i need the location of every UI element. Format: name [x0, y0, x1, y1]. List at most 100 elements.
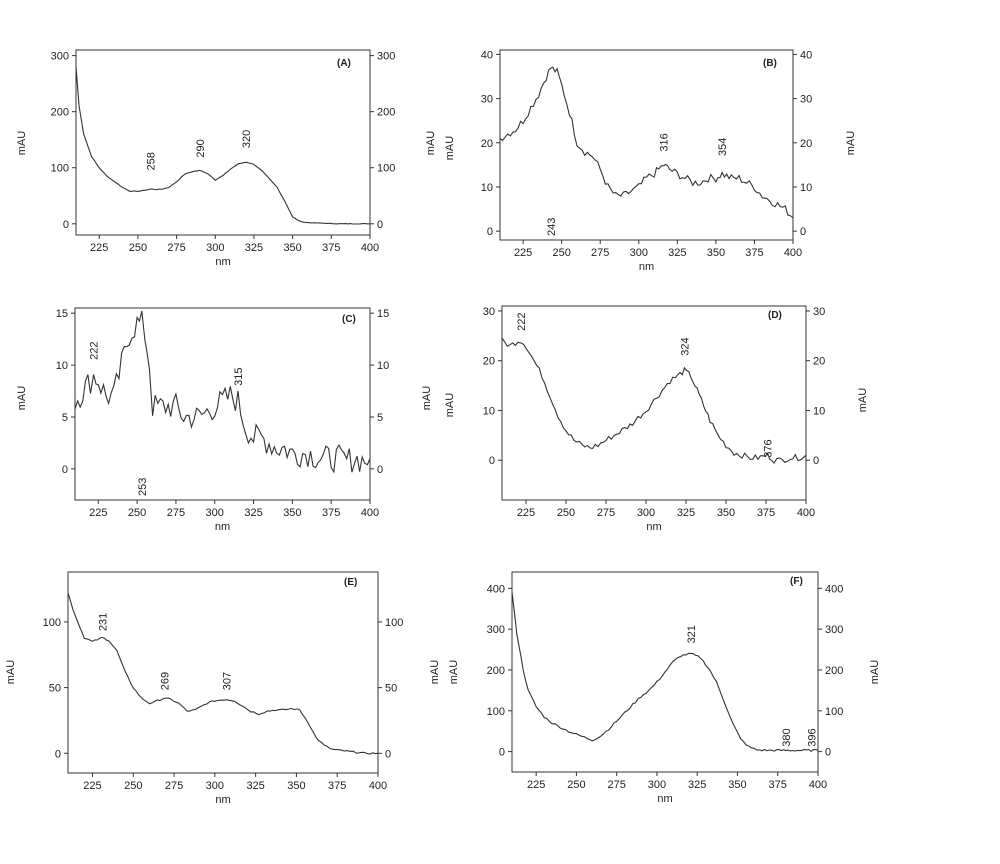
y-tick-label-left: 40: [481, 49, 493, 61]
y-tick-label-left: 10: [483, 405, 495, 417]
y-tick-label-left: 30: [483, 306, 495, 318]
y-tick-label-right: 0: [377, 464, 383, 476]
peak-label: 243: [546, 218, 558, 236]
chart-panel-a: 225 250 275 300 325 350 375 400 0 0 100 100 200 200 30…: [16, 49, 437, 268]
x-tick-label: 300: [206, 780, 224, 792]
chart-panel-f: 225 250 275 300 325 350 375 400 0 0 100 100 200 200 30…: [448, 571, 881, 805]
peak-label: 396: [807, 728, 819, 746]
x-tick-label: 325: [246, 780, 264, 792]
x-tick-label: 325: [688, 779, 706, 791]
y-tick-label-left: 50: [49, 683, 61, 695]
y-tick-label-right: 40: [800, 49, 812, 61]
x-axis-label: nm: [657, 793, 672, 805]
x-tick-label: 275: [597, 507, 615, 519]
y-tick-label-right: 100: [825, 706, 843, 718]
x-tick-label: 350: [283, 242, 301, 254]
y-tick-label-right: 10: [377, 360, 389, 372]
y-tick-label-right: 5: [377, 412, 383, 424]
x-tick-label: 250: [553, 247, 571, 259]
y-axis-label-right: mAU: [425, 131, 437, 156]
y-tick-label-left: 300: [487, 624, 505, 636]
peak-label: 253: [137, 478, 149, 496]
y-tick-label-left: 200: [487, 665, 505, 677]
x-tick-label: 225: [83, 780, 101, 792]
y-tick-label-left: 0: [62, 464, 68, 476]
spectrum-line: [67, 592, 379, 755]
x-axis-label: nm: [646, 521, 661, 533]
y-tick-label-left: 0: [487, 226, 493, 238]
spectrum-line: [74, 310, 371, 474]
y-tick-label-left: 10: [481, 182, 493, 194]
x-tick-label: 300: [630, 247, 648, 259]
y-axis-label-right: mAU: [421, 386, 433, 411]
peak-label: 376: [763, 439, 775, 457]
spectrum-line: [511, 592, 819, 752]
x-tick-label: 350: [728, 779, 746, 791]
y-axis-label-left: mAU: [444, 393, 456, 418]
y-tick-label-left: 30: [481, 94, 493, 106]
spectrum-line: [75, 66, 371, 225]
x-tick-label: 350: [283, 507, 301, 519]
x-tick-label: 325: [244, 507, 262, 519]
x-tick-label: 375: [322, 507, 340, 519]
y-axis-label-left: mAU: [16, 386, 28, 411]
plot-frame: [511, 571, 819, 773]
panel-label: (F): [790, 576, 803, 587]
x-axis-label: nm: [215, 521, 230, 533]
y-tick-label-left: 0: [63, 219, 69, 231]
x-tick-label: 275: [165, 780, 183, 792]
y-axis-label-right: mAU: [845, 131, 857, 156]
x-tick-label: 300: [648, 779, 666, 791]
plot-frame: [75, 49, 371, 236]
x-axis-label: nm: [639, 261, 654, 273]
y-tick-label-right: 0: [813, 455, 819, 467]
peak-label: 321: [686, 625, 698, 643]
y-tick-label-right: 400: [825, 583, 843, 595]
y-tick-label-left: 0: [499, 747, 505, 759]
y-axis-label-left: mAU: [448, 660, 460, 685]
x-tick-label: 300: [206, 242, 224, 254]
y-tick-label-left: 100: [487, 706, 505, 718]
x-tick-label: 350: [707, 247, 725, 259]
y-axis-label-right: mAU: [857, 388, 869, 413]
y-tick-label-right: 0: [800, 226, 806, 238]
x-tick-label: 225: [514, 247, 532, 259]
x-tick-label: 300: [637, 507, 655, 519]
panel-label: (B): [763, 58, 777, 69]
peak-label: 222: [89, 342, 101, 360]
y-tick-label-right: 15: [377, 308, 389, 320]
peak-label: 290: [195, 139, 207, 157]
x-tick-label: 325: [668, 247, 686, 259]
y-tick-label-left: 300: [51, 51, 69, 63]
y-tick-label-left: 100: [51, 163, 69, 175]
x-tick-label: 400: [784, 247, 802, 259]
x-tick-label: 300: [206, 507, 224, 519]
y-tick-label-right: 200: [377, 107, 395, 119]
x-tick-label: 275: [608, 779, 626, 791]
plot-frame: [74, 307, 371, 501]
y-tick-label-right: 10: [800, 182, 812, 194]
x-tick-label: 275: [167, 507, 185, 519]
x-tick-label: 350: [287, 780, 305, 792]
y-axis-label-right: mAU: [429, 660, 441, 685]
x-tick-label: 400: [809, 779, 827, 791]
peak-label: 307: [221, 672, 233, 690]
peak-label: 222: [516, 313, 528, 331]
x-tick-label: 225: [517, 507, 535, 519]
x-tick-label: 400: [797, 507, 815, 519]
panel-label: (D): [768, 310, 782, 321]
peak-label: 231: [97, 613, 109, 631]
y-tick-label-right: 0: [825, 747, 831, 759]
y-axis-label-right: mAU: [869, 660, 881, 685]
peak-label: 316: [658, 133, 670, 151]
y-tick-label-right: 300: [825, 624, 843, 636]
peak-label: 315: [233, 367, 245, 385]
x-tick-label: 375: [745, 247, 763, 259]
peak-label: 354: [717, 138, 729, 156]
y-tick-label-left: 200: [51, 107, 69, 119]
y-axis-label-left: mAU: [444, 136, 456, 161]
y-tick-label-left: 10: [56, 360, 68, 372]
y-tick-label-left: 20: [483, 356, 495, 368]
y-tick-label-right: 100: [385, 617, 403, 629]
